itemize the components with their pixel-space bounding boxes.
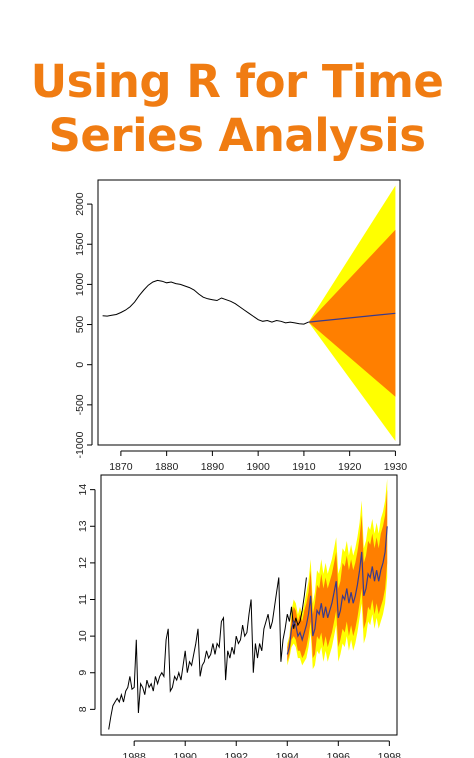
forecast-band-80 <box>308 229 396 397</box>
series-line <box>102 279 309 325</box>
y-tick-label: 1000 <box>74 273 86 297</box>
forecast-mean-line <box>308 312 396 323</box>
x-axis: 1988 1990 1992 1994 1996 1998 <box>122 740 402 758</box>
x-axis: 1870 1880 1890 1900 1910 1920 1930 <box>109 450 408 473</box>
y-tick-label: 1500 <box>74 232 86 256</box>
y-tick-label: 9 <box>77 670 89 676</box>
x-tick-label: 1988 <box>122 751 146 758</box>
x-tick-label: 1920 <box>338 461 362 473</box>
y-axis: 8 9 10 11 12 13 14 <box>77 484 96 712</box>
y-tick-label: 11 <box>77 594 89 605</box>
x-tick-label: 1880 <box>155 461 179 473</box>
y-tick-label: 500 <box>74 316 86 334</box>
x-tick-label: 1930 <box>384 461 408 473</box>
y-tick-label: 2000 <box>74 192 86 216</box>
y-tick-label: 13 <box>77 520 89 532</box>
y-axis: -1000 -500 0 500 1000 1500 2000 <box>74 192 93 458</box>
x-tick-label: 1996 <box>327 751 351 758</box>
y-tick-label: 14 <box>77 484 89 496</box>
x-tick-label: 1890 <box>201 461 225 473</box>
chart-top: 1870 1880 1890 1900 1910 1920 1930 -1000 -500 0 50… <box>74 179 408 473</box>
y-tick-label: 0 <box>74 362 86 368</box>
x-tick-label: 1998 <box>378 751 402 758</box>
x-tick-label: 1870 <box>109 461 133 473</box>
plot-frame <box>97 179 401 446</box>
y-tick-label: 12 <box>77 557 89 569</box>
series-line <box>108 577 307 730</box>
forecast-mean-line <box>286 526 388 655</box>
y-tick-label: 10 <box>77 630 89 642</box>
x-tick-label: 1992 <box>225 751 249 758</box>
plot-frame <box>100 474 398 736</box>
title-line-2: Series Analysis <box>48 109 427 162</box>
page-title: Using R for Time Series Analysis <box>0 55 474 163</box>
x-tick-label: 1910 <box>292 461 316 473</box>
title-line-1: Using R for Time <box>30 55 444 108</box>
y-tick-label: 8 <box>77 706 89 712</box>
y-tick-label: -1000 <box>74 431 86 458</box>
x-tick-label: 1900 <box>246 461 270 473</box>
x-tick-label: 1994 <box>276 751 300 758</box>
y-tick-label: -500 <box>74 394 86 415</box>
chart-bottom: 1988 1990 1992 1994 1996 1998 8 9 10 11 12 13 14 <box>77 474 402 758</box>
x-tick-label: 1990 <box>174 751 198 758</box>
